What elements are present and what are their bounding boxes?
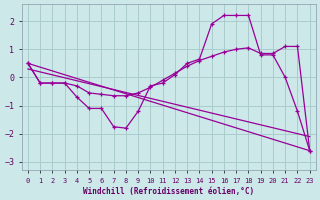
X-axis label: Windchill (Refroidissement éolien,°C): Windchill (Refroidissement éolien,°C) (83, 187, 254, 196)
